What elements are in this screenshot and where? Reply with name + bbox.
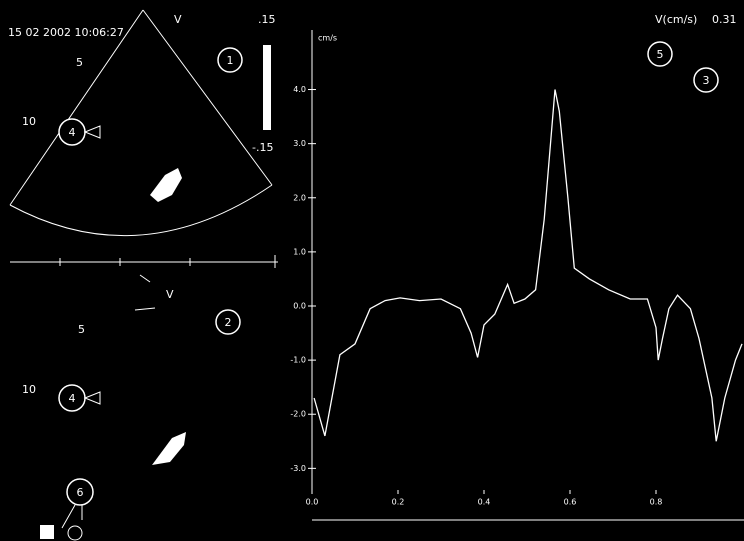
callout: 3 [703,74,710,87]
x-tick-label: 0.0 [306,498,319,507]
callout-circle [647,41,673,67]
sector-outline [9,9,273,237]
y-tick-label: 3.0 [293,139,306,148]
depth-mark: 5 [78,323,85,336]
callout: 5 [657,48,664,61]
axis-line [311,30,744,521]
echo [152,432,186,465]
callout-circle [66,478,94,506]
y-tick-label: 0.0 [293,302,306,311]
callout: 6 [77,486,84,499]
scale-min: -.15 [252,141,273,154]
mode-label: V [166,288,174,301]
x-tick-label: 0.8 [650,498,663,507]
y-tick-label: 2.0 [293,193,306,202]
callout-circle [693,67,719,93]
mode-label: V [174,13,182,26]
annotation-value: 0.31 [712,13,737,26]
callout: 2 [225,316,232,329]
depth-mark: 10 [22,383,36,396]
callout: 4 [69,392,76,405]
echo-lines [134,274,156,311]
callout-circle [215,309,241,335]
scale-max: .15 [258,13,276,26]
color-bar [263,45,271,130]
annotation-label: V(cm/s) [655,13,697,26]
echo [150,168,182,202]
velocity-trace [313,89,743,442]
y-tick-label: -2.0 [290,410,306,419]
x-tick-label: 0.6 [564,498,577,507]
y-tick-label: 1.0 [293,247,306,256]
y-tick-label: -1.0 [290,356,306,365]
timestamp: 15 02 2002 10:06:27 [8,26,124,39]
callout: 1 [227,54,234,67]
depth-mark: 5 [76,56,83,69]
bottom-panel: V 5 10 2 4 6 [22,274,241,541]
depth-mark: 10 [22,115,36,128]
pointer [83,125,101,139]
depth-scale [10,255,278,268]
velocity-chart: cm/s V(cm/s) 0.31 5 3 -3.0 -2.0 -1.0 0.0 1.0… [290,13,744,521]
x-tick-label: 0.4 [478,498,491,507]
x-tick-label: 0.2 [392,498,405,507]
callout-circle [217,47,243,73]
top-panel: 15 02 2002 10:06:27 V 5 10 .15 -.15 1 4 [8,9,278,268]
y-tick-label: 4.0 [293,85,306,94]
pointer [83,391,101,405]
callout: 4 [69,126,76,139]
y-tick-label: -3.0 [290,464,306,473]
y-axis-label: cm/s [318,34,337,43]
tool-icon [67,525,83,541]
leader [61,504,83,529]
tool-icon [40,525,54,539]
